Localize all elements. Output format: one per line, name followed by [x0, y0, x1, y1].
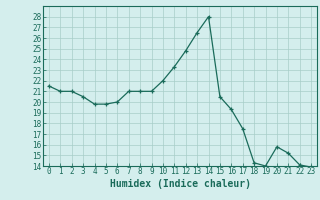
X-axis label: Humidex (Indice chaleur): Humidex (Indice chaleur)	[109, 179, 251, 189]
